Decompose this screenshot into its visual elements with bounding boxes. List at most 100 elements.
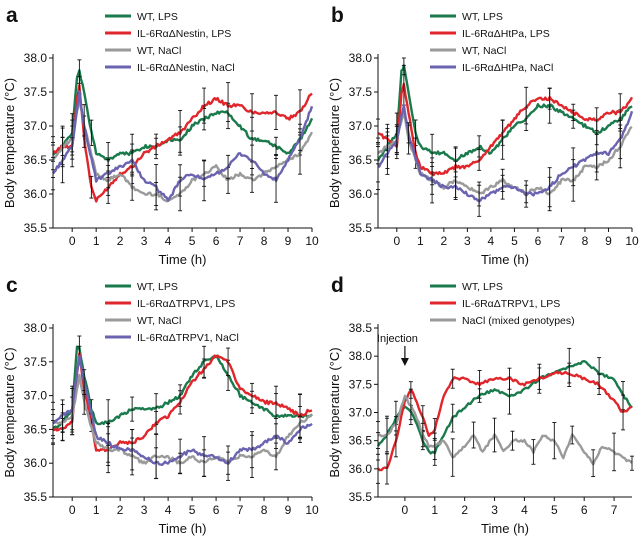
legend-label: WT, NaCl xyxy=(462,45,506,57)
y-tick-label: 35.5 xyxy=(349,221,373,235)
x-tick-label: 5 xyxy=(511,234,518,248)
x-tick-label: 9 xyxy=(285,234,292,248)
y-tick-label: 36.0 xyxy=(24,456,48,470)
x-tick-label: 0 xyxy=(402,503,409,517)
x-tick-label: 8 xyxy=(261,503,268,517)
x-tick-label: 6 xyxy=(213,234,220,248)
y-axis-label: Body temperature (°C) xyxy=(2,347,17,477)
x-tick-label: 3 xyxy=(464,234,471,248)
x-tick-label: 10 xyxy=(305,503,319,517)
x-tick-label: 5 xyxy=(189,503,196,517)
x-axis-label: Time (h) xyxy=(159,252,207,267)
series-line xyxy=(377,370,633,472)
x-tick-label: 3 xyxy=(141,503,148,517)
x-tick-label: 1 xyxy=(93,234,100,248)
x-tick-label: 4 xyxy=(165,503,172,517)
x-tick-label: 5 xyxy=(551,503,558,517)
y-tick-label: 35.5 xyxy=(24,490,48,504)
series-line xyxy=(52,373,313,466)
x-tick-label: 2 xyxy=(117,503,124,517)
y-axis-label: Body temperature (°C) xyxy=(327,347,342,477)
x-tick-label: 0 xyxy=(69,503,76,517)
y-tick-label: 38.0 xyxy=(24,321,48,335)
y-tick-label: 38.0 xyxy=(349,349,373,363)
legend-label: WT, LPS xyxy=(137,11,178,23)
x-tick-label: 2 xyxy=(441,234,448,248)
panel-c: c WT, LPS IL-6RαΔTRPV1, LPS WT, NaCl IL-6RαΔ… xyxy=(2,274,319,536)
y-tick-label: 37.5 xyxy=(24,355,48,369)
series-line xyxy=(377,394,633,466)
y-tick-label: 36.5 xyxy=(24,153,48,167)
series-line xyxy=(376,360,633,455)
x-tick-label: 7 xyxy=(237,234,244,248)
legend-label: IL-6RαΔTRPV1, NaCl xyxy=(137,332,239,344)
legend-label: IL-6RαΔNestin, NaCl xyxy=(137,62,235,74)
x-tick-label: 6 xyxy=(581,503,588,517)
series-line xyxy=(377,104,634,203)
y-tick-label: 35.5 xyxy=(349,490,373,504)
panel-a: a WT, LPS IL-6RαΔNestin, LPS WT, NaCl IL-6Rα… xyxy=(2,4,319,267)
x-tick-label: 1 xyxy=(431,503,438,517)
x-tick-label: 8 xyxy=(261,234,268,248)
legend-label: WT, NaCl xyxy=(137,45,181,57)
y-tick-label: 36.5 xyxy=(349,153,373,167)
panel-d: d WT, LPS IL-6RαΔTRPV1, LPS NaCl (mixed gen… xyxy=(327,274,634,536)
x-axis-label: Time (h) xyxy=(481,252,529,267)
y-tick-label: 38.5 xyxy=(349,321,373,335)
legend-label: IL-6RαΔTRPV1, LPS xyxy=(462,298,560,310)
y-axis-label: Body temperature (°C) xyxy=(2,78,17,208)
y-tick-label: 36.5 xyxy=(349,434,373,448)
panel-b: b WT, LPS IL-6RαΔHtPa, LPS WT, NaCl IL-6RαΔH… xyxy=(327,4,639,267)
x-tick-label: 6 xyxy=(535,234,542,248)
legend-label: IL-6RαΔHtPa, NaCl xyxy=(462,62,553,74)
legend-label: NaCl (mixed genotypes) xyxy=(462,315,575,327)
y-axis-label: Body temperature (°C) xyxy=(327,78,342,208)
x-tick-label: 3 xyxy=(491,503,498,517)
x-tick-label: 2 xyxy=(461,503,468,517)
x-tick-label: 7 xyxy=(237,503,244,517)
x-tick-label: 8 xyxy=(582,234,589,248)
legend-label: WT, LPS xyxy=(462,281,503,293)
panel-letter: b xyxy=(331,4,344,27)
legend-label: WT, LPS xyxy=(137,281,178,293)
series-line xyxy=(51,96,314,203)
y-tick-label: 36.0 xyxy=(349,187,373,201)
y-tick-label: 37.0 xyxy=(24,389,48,403)
x-tick-label: 3 xyxy=(141,234,148,248)
x-tick-label: 4 xyxy=(521,503,528,517)
series-line xyxy=(377,82,634,177)
x-tick-label: 10 xyxy=(305,234,319,248)
x-tick-label: 6 xyxy=(213,503,220,517)
x-axis-label: Time (h) xyxy=(159,521,207,536)
injection-label: Injection xyxy=(377,333,418,345)
y-tick-label: 37.0 xyxy=(24,119,48,133)
y-tick-label: 35.5 xyxy=(24,221,48,235)
y-tick-label: 36.0 xyxy=(349,462,373,476)
legend-label: IL-6RαΔNestin, LPS xyxy=(137,28,231,40)
x-tick-label: 0 xyxy=(393,234,400,248)
panel-letter: c xyxy=(6,274,18,297)
x-tick-label: 2 xyxy=(117,234,124,248)
series-line xyxy=(52,84,313,203)
y-tick-label: 37.5 xyxy=(24,85,48,99)
series-line xyxy=(52,345,313,430)
x-tick-label: 9 xyxy=(605,234,612,248)
series-line xyxy=(52,69,314,163)
x-tick-label: 10 xyxy=(625,234,639,248)
x-axis-label: Time (h) xyxy=(481,521,529,536)
x-tick-label: 9 xyxy=(285,503,292,517)
x-tick-label: 4 xyxy=(165,234,172,248)
y-tick-label: 37.5 xyxy=(349,377,373,391)
x-tick-label: 7 xyxy=(558,234,565,248)
y-tick-label: 38.0 xyxy=(349,51,373,65)
x-tick-label: 5 xyxy=(189,234,196,248)
series-line xyxy=(376,64,633,162)
y-tick-label: 37.0 xyxy=(349,406,373,420)
x-tick-label: 0 xyxy=(69,234,76,248)
y-tick-label: 36.5 xyxy=(24,422,48,436)
series-line xyxy=(52,90,314,202)
x-tick-label: 7 xyxy=(611,503,618,517)
y-tick-label: 38.0 xyxy=(24,51,48,65)
injection-arrow-icon xyxy=(400,358,409,366)
x-tick-label: 1 xyxy=(93,503,100,517)
